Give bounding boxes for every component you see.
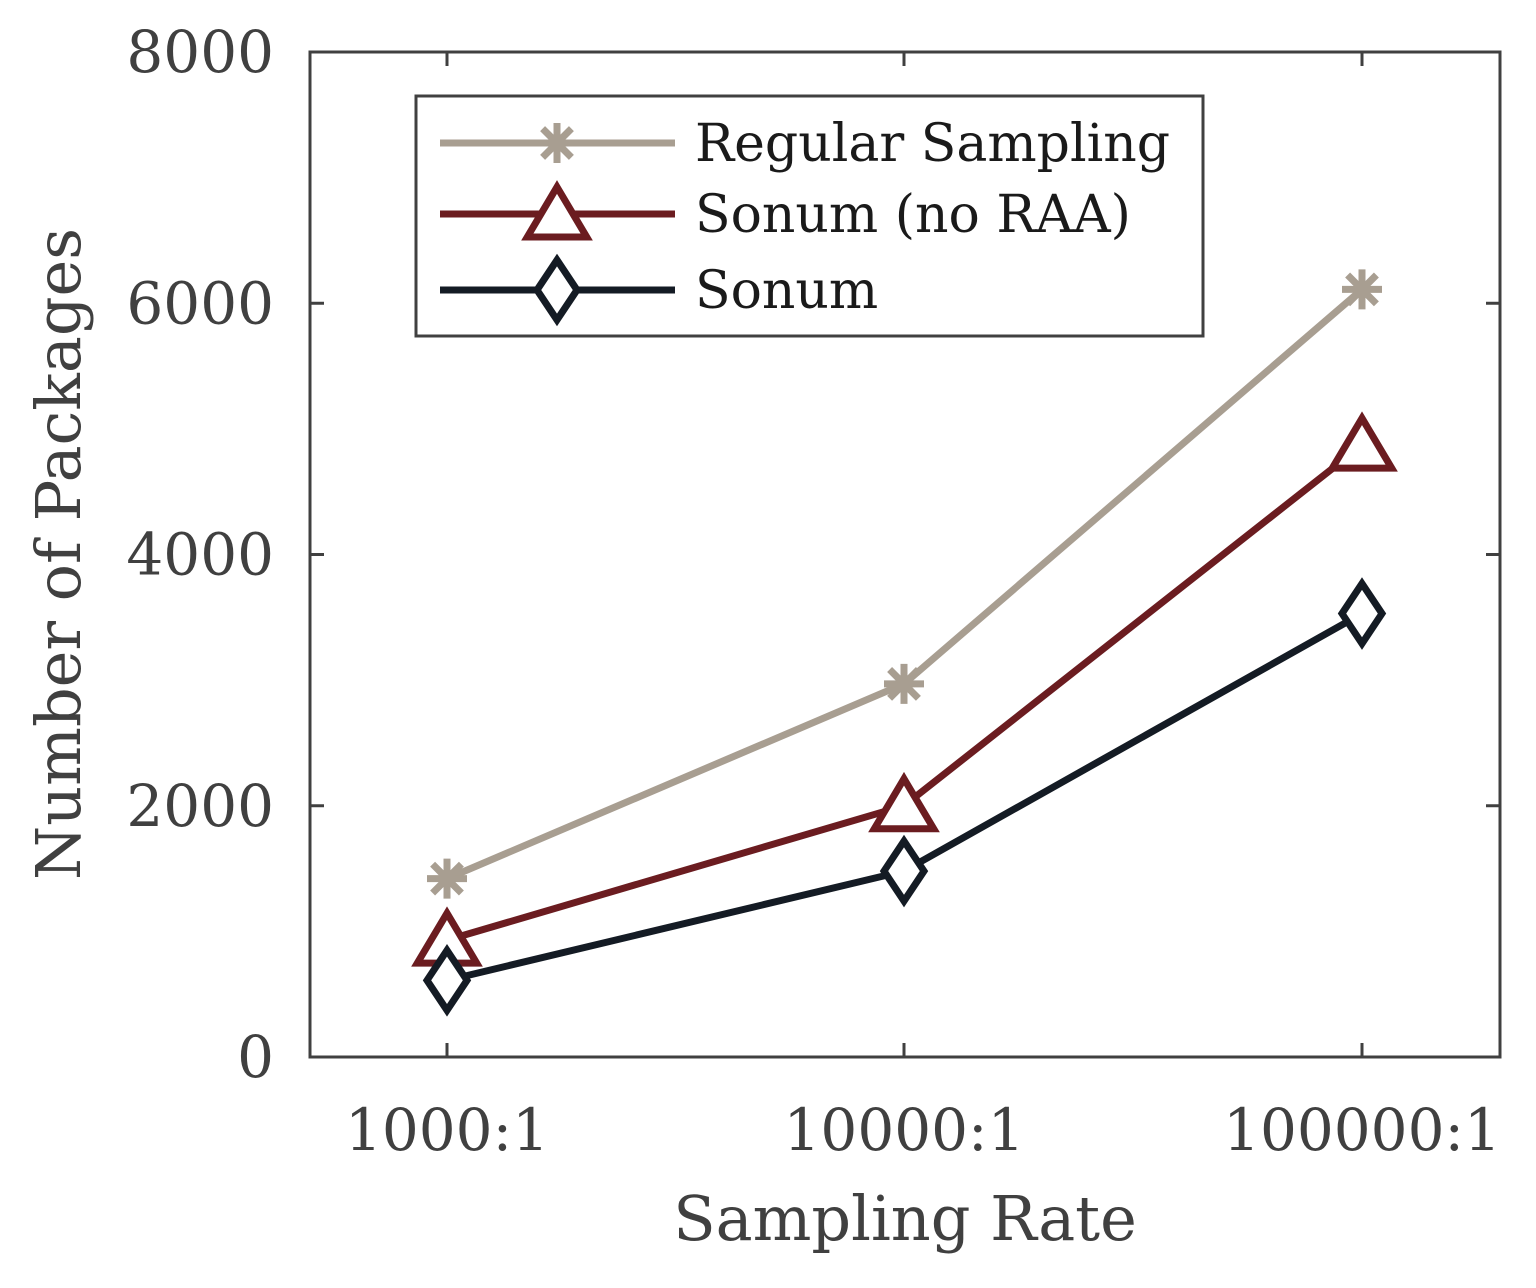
data-point-sonum-no-raa [1326, 411, 1398, 472]
data-point-regular-sampling [427, 858, 467, 899]
x-tick-label: 100000:1 [1223, 1096, 1501, 1164]
y-tick-label: 0 [237, 1023, 274, 1091]
data-point-sonum [422, 944, 472, 1017]
x-axis: 1000:1 10000:1 100000:1 [345, 52, 1501, 1164]
x-tick-label: 1000:1 [345, 1096, 549, 1164]
data-point-sonum [879, 834, 929, 908]
legend-label: Sonum [695, 261, 878, 321]
legend-item-sonum: Sonum [440, 253, 878, 327]
data-point-regular-sampling [1342, 269, 1382, 310]
data-point-regular-sampling [884, 663, 924, 704]
legend-marker-sonum [532, 253, 582, 327]
y-tick-label: 2000 [126, 772, 274, 840]
legend-marker-sonum-no-raa [521, 180, 593, 241]
y-tick-label: 8000 [126, 18, 274, 86]
data-point-sonum [1337, 577, 1387, 650]
y-axis: 0 2000 4000 6000 8000 [126, 18, 1500, 1091]
legend-label: Regular Sampling [695, 114, 1170, 174]
legend: Regular Sampling Sonum (no RAA) Sonum [414, 94, 1205, 338]
y-axis-title: Number of Packages [22, 228, 95, 880]
legend-marker-regular-sampling [537, 123, 577, 163]
legend-item-sonum-no-raa: Sonum (no RAA) [440, 180, 1131, 245]
data-point-sonum-no-raa [868, 771, 940, 833]
x-tick-label: 10000:1 [784, 1096, 1025, 1164]
series-sonum [422, 577, 1387, 1017]
series-sonum-no-raa [411, 411, 1398, 967]
y-tick-label: 6000 [126, 269, 274, 337]
legend-item-regular-sampling: Regular Sampling [440, 114, 1170, 174]
legend-label: Sonum (no RAA) [695, 185, 1131, 245]
series-layer [411, 269, 1398, 1017]
y-tick-label: 4000 [126, 521, 274, 589]
series-regular-sampling [427, 269, 1382, 899]
x-axis-title: Sampling Rate [673, 1182, 1137, 1255]
